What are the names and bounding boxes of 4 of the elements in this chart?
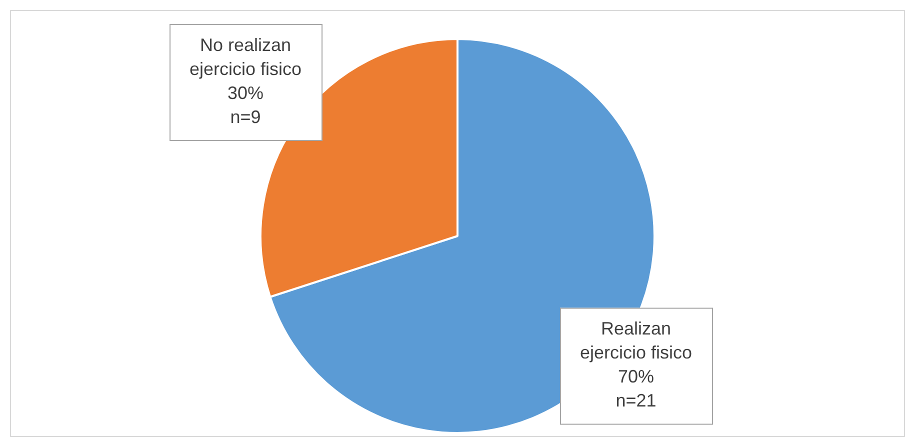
data-label: 30% n=9 <box>228 82 264 127</box>
data-label: 70% n=21 <box>616 366 656 411</box>
slice-label: No realizan ejercicio fisico <box>190 34 302 79</box>
slice-label: Realizan ejercicio fisico <box>580 318 692 363</box>
